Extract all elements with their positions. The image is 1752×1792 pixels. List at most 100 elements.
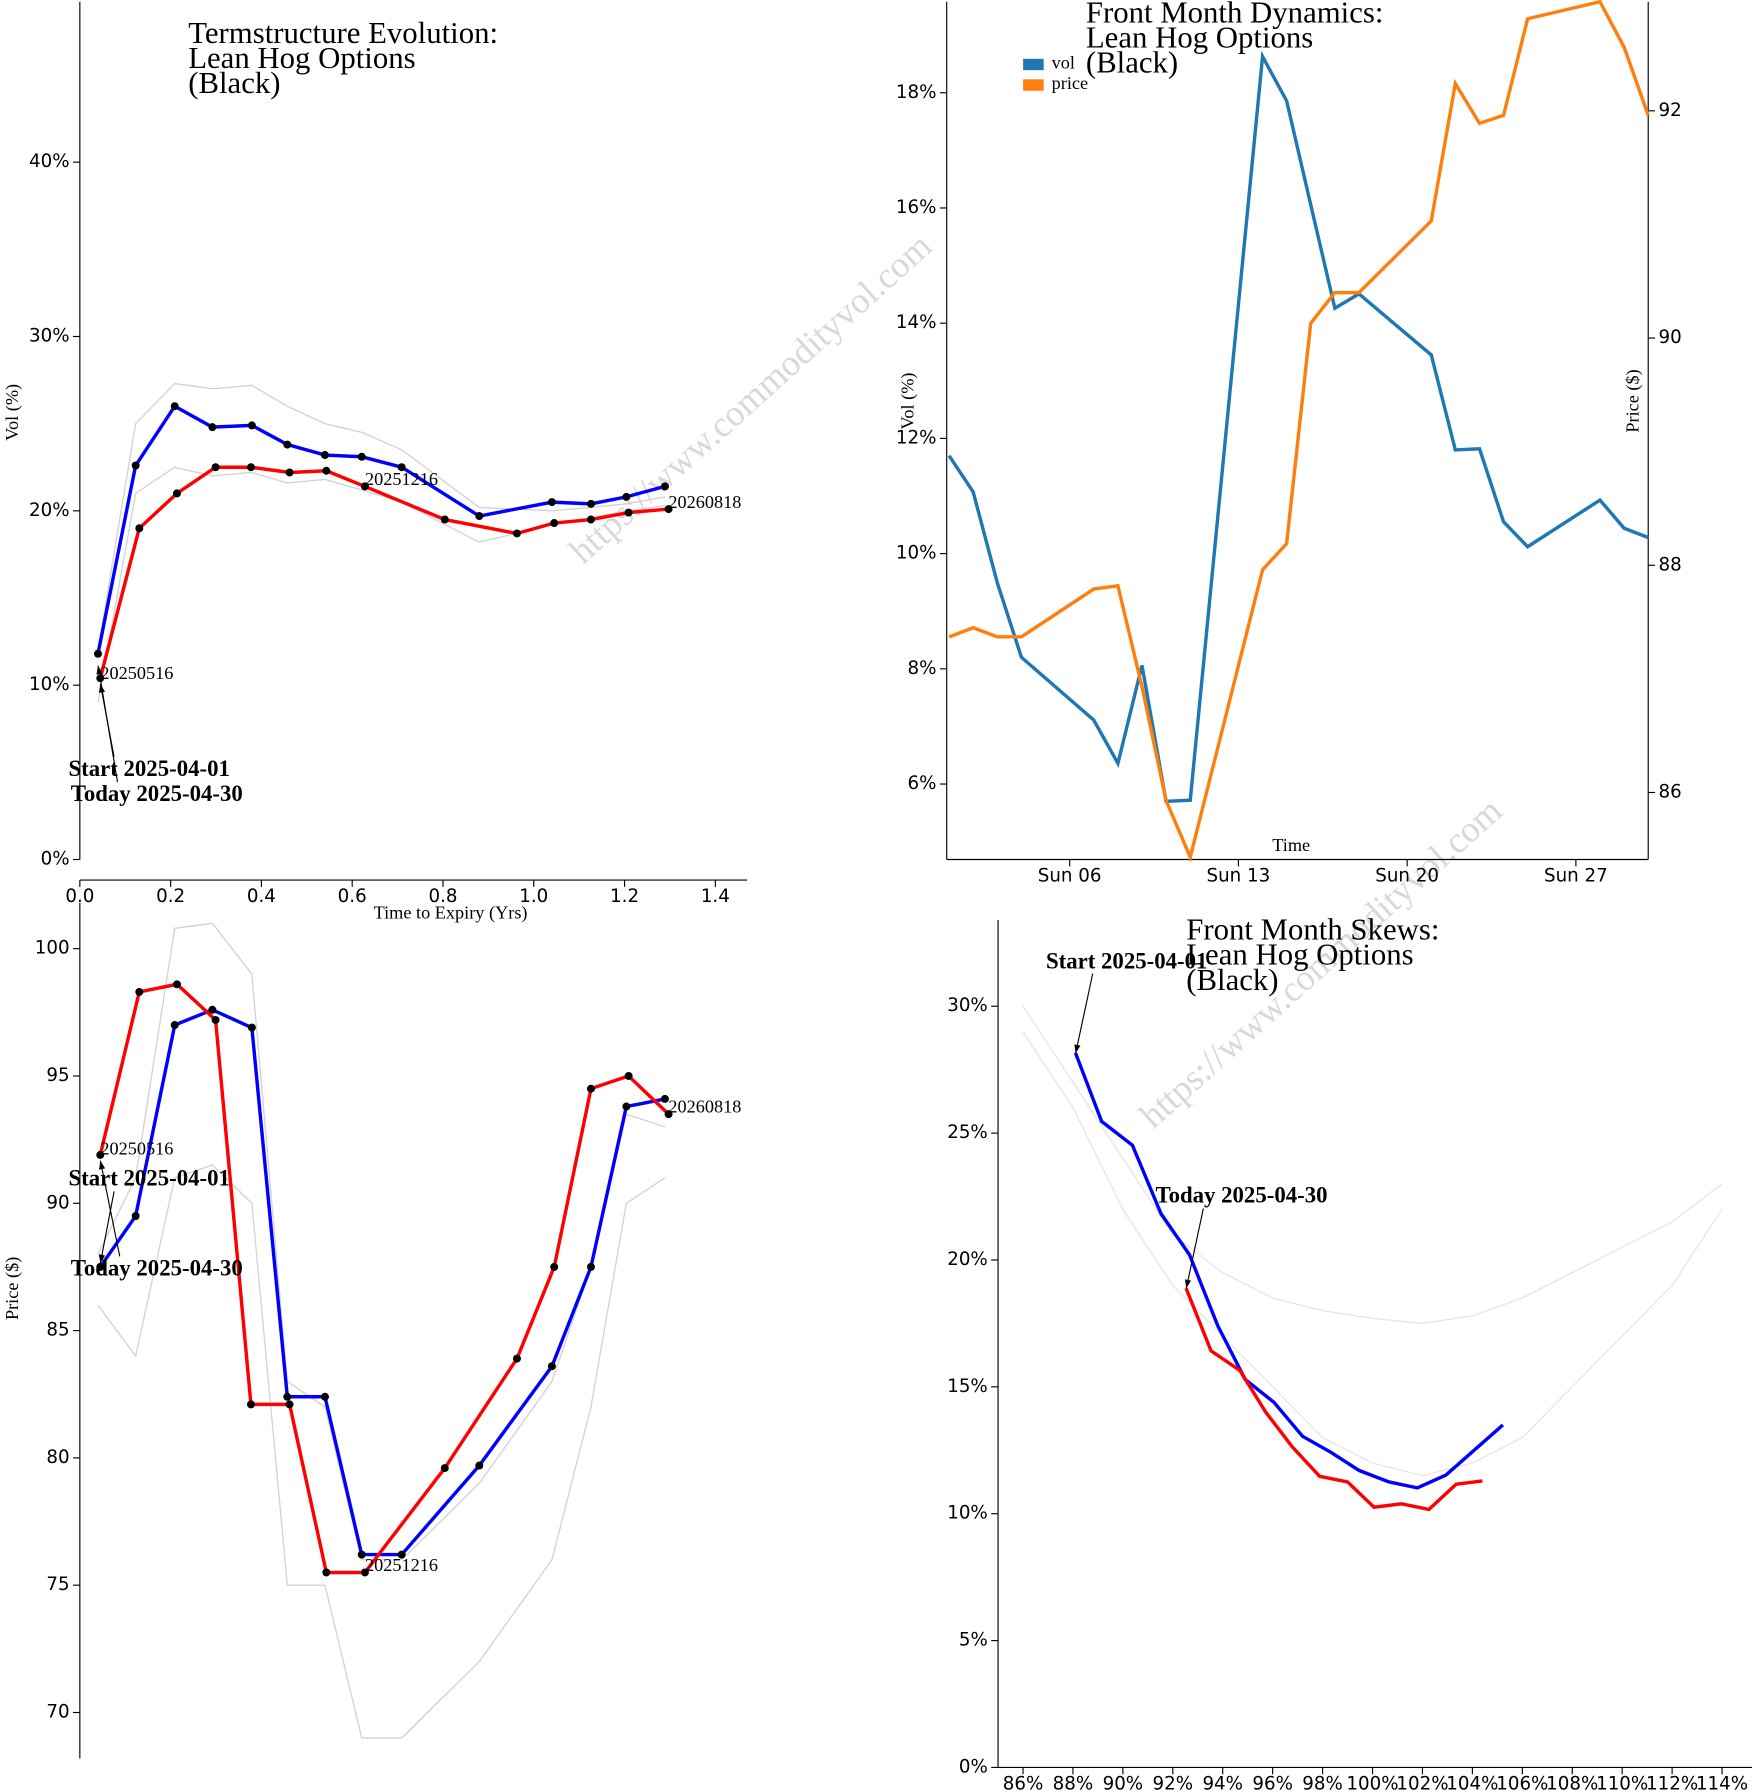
point — [622, 1102, 631, 1111]
annotation: 20250516 — [100, 1139, 173, 1159]
x-tick-label: 96% — [1252, 1774, 1293, 1792]
x-tick-label: 106% — [1496, 1774, 1548, 1792]
x-axis-label: Time to Expiry (Yrs) — [374, 902, 528, 923]
annotation: Today 2025-04-30 — [71, 781, 243, 806]
annotation: Today 2025-04-30 — [1155, 1182, 1327, 1207]
point — [172, 489, 181, 498]
series-line — [97, 922, 666, 1561]
chart-title: Lean Hog Options — [1086, 21, 1313, 55]
x-tick-label: 108% — [1546, 1774, 1598, 1792]
arrow-head — [96, 665, 103, 675]
point — [475, 1461, 484, 1470]
series-line — [98, 465, 669, 679]
point — [547, 498, 556, 507]
point — [283, 1392, 292, 1401]
chart-title: Front Month Dynamics: — [1086, 0, 1384, 30]
point — [285, 468, 294, 477]
point — [512, 1354, 521, 1363]
x-tick-label: 1.0 — [519, 886, 548, 907]
y-tick-label: 14% — [896, 312, 937, 333]
x-tick-label: Sun 06 — [1038, 866, 1102, 887]
point — [247, 421, 256, 430]
y-tick-label: 30% — [947, 995, 988, 1016]
y-tick-label: 80 — [46, 1447, 69, 1468]
y-tick-label: 15% — [947, 1376, 988, 1397]
x-tick-label: 0.0 — [65, 886, 94, 907]
annotation: 20251216 — [365, 469, 438, 489]
point — [208, 423, 217, 432]
point — [283, 440, 292, 449]
point — [586, 499, 595, 508]
y-tick-label: 10% — [947, 1503, 988, 1524]
point — [320, 451, 329, 460]
annotation: 20260818 — [668, 1096, 741, 1116]
y-tick-label: 30% — [29, 325, 70, 346]
legend-swatch — [1023, 58, 1044, 71]
y2-tick-label: 86 — [1658, 781, 1681, 802]
arrow-head — [98, 1254, 106, 1264]
point — [170, 1021, 179, 1030]
annotation: Start 2025-04-01 — [68, 756, 229, 781]
series-line — [1022, 1005, 1723, 1325]
point — [440, 515, 449, 524]
annotation-arrow — [1185, 1208, 1204, 1289]
point — [660, 1094, 669, 1103]
y2-tick-label: 92 — [1658, 100, 1681, 121]
y-tick-label: 10% — [896, 543, 937, 564]
y-tick-label: 8% — [908, 658, 937, 679]
point — [322, 466, 331, 475]
y-tick-label: 95 — [46, 1065, 69, 1086]
y-tick-label: 75 — [46, 1574, 69, 1595]
y-tick-label: 25% — [947, 1122, 988, 1143]
x-tick-label: 104% — [1446, 1774, 1498, 1792]
series-line — [1073, 1052, 1505, 1490]
arrow-head — [99, 1160, 106, 1170]
series-line — [97, 382, 666, 651]
legend-swatch — [1023, 79, 1044, 91]
x-tick-label: 102% — [1396, 1774, 1448, 1792]
y-tick-label: 16% — [896, 197, 937, 218]
series-line — [1022, 1031, 1723, 1477]
x-tick-label: 114% — [1696, 1774, 1748, 1792]
annotation: 20250516 — [100, 663, 173, 683]
x-tick-label: 0.6 — [338, 886, 367, 907]
y2-tick-label: 88 — [1658, 554, 1681, 575]
x-tick-label: 0.4 — [247, 886, 276, 907]
x-tick-label: 110% — [1596, 1774, 1648, 1792]
y-axis-label: Vol (%) — [897, 372, 918, 429]
y-tick-label: 20% — [29, 500, 70, 521]
y2-tick-label: 90 — [1658, 327, 1681, 348]
x-tick-label: Sun 13 — [1207, 866, 1271, 887]
y-tick-label: 90 — [46, 1192, 69, 1213]
series-line — [1184, 1287, 1483, 1512]
series-line — [98, 982, 670, 1575]
point — [246, 463, 255, 472]
point — [211, 1015, 220, 1024]
point — [360, 482, 369, 491]
y-axis-label: Vol (%) — [2, 384, 23, 441]
x-tick-label: 1.2 — [610, 886, 639, 907]
point — [320, 1392, 329, 1401]
x-tick-label: 92% — [1153, 1774, 1194, 1792]
y-tick-label: 40% — [29, 151, 70, 172]
annotation-arrow — [99, 1191, 115, 1264]
chart-title: Lean Hog Options — [188, 41, 415, 75]
chart-title: (Black) — [1086, 46, 1178, 80]
x-axis-label: Time — [1272, 835, 1310, 855]
y-tick-label: 12% — [896, 427, 937, 448]
point — [624, 1071, 633, 1080]
point — [550, 519, 559, 528]
annotation: Today 2025-04-30 — [71, 1255, 243, 1280]
x-tick-label: 0.2 — [156, 886, 185, 907]
y2-axis-label: Price ($) — [1623, 369, 1644, 432]
legend-label: price — [1052, 73, 1088, 93]
point — [586, 1262, 595, 1271]
annotation-arrow — [1075, 973, 1094, 1054]
x-tick-label: 112% — [1646, 1774, 1698, 1792]
point — [131, 1212, 140, 1220]
point — [172, 980, 181, 989]
y-tick-label: 85 — [46, 1320, 69, 1341]
annotation-arrow — [97, 665, 119, 783]
point — [211, 463, 220, 472]
